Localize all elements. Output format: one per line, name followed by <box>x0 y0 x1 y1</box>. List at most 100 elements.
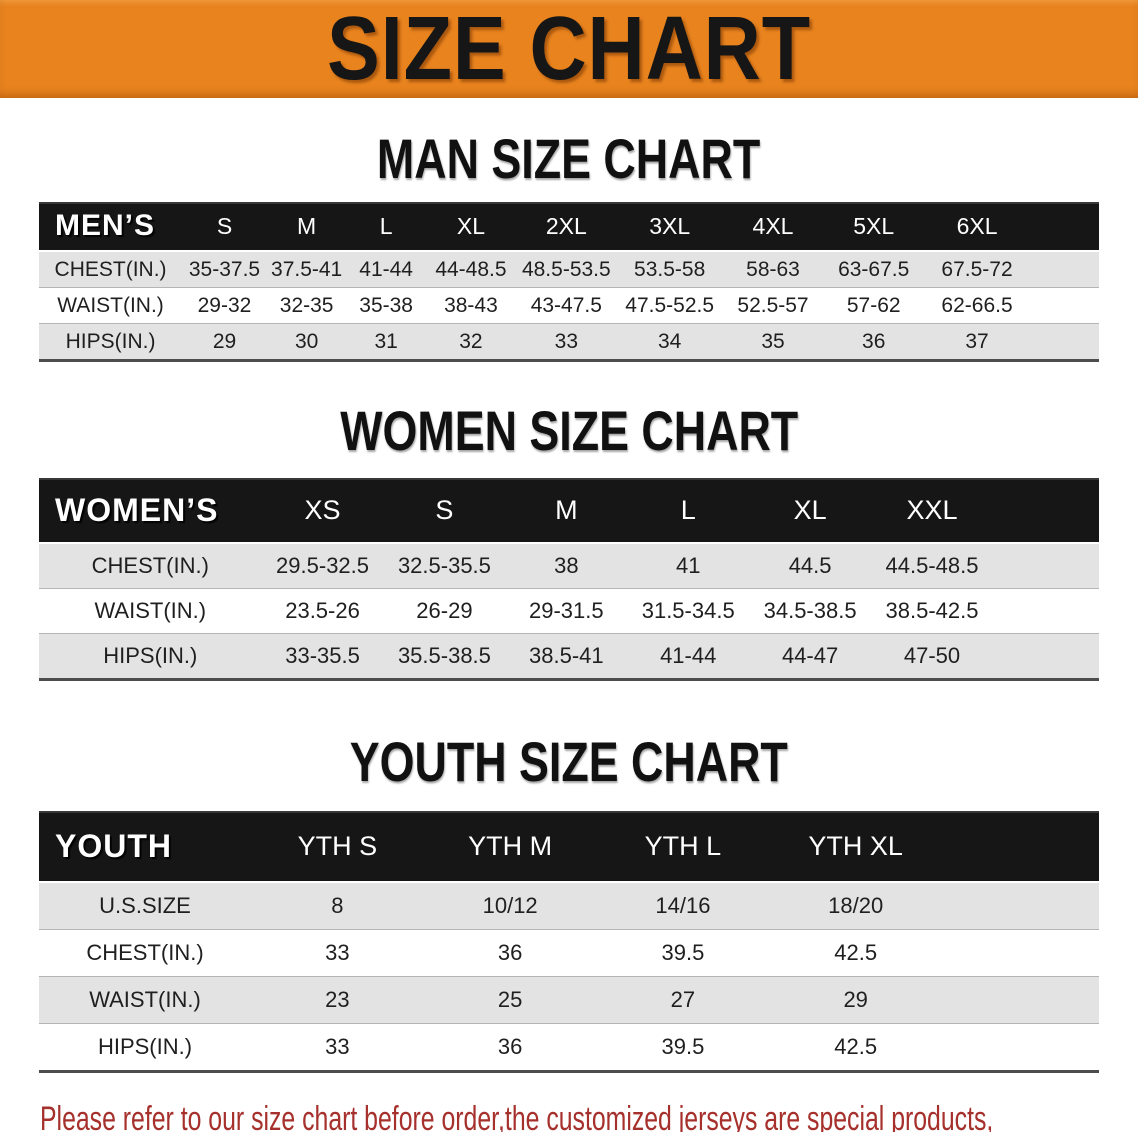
size-value-cell: 29-32 <box>182 287 267 324</box>
size-value-cell: 47.5-52.5 <box>616 287 723 324</box>
filler-cell <box>1030 251 1099 288</box>
size-value-cell: 41 <box>627 543 750 589</box>
youth-ussize-row: U.S.SIZE 8 10/12 14/16 18/20 <box>39 882 1099 930</box>
size-value-cell: 44.5 <box>749 543 872 589</box>
men-hips-row: HIPS(IN.) 29 30 31 32 33 34 35 36 37 <box>39 323 1099 361</box>
size-value-cell: 62-66.5 <box>924 287 1031 324</box>
women-section-title: WOMEN SIZE CHART <box>0 362 1138 462</box>
filler-cell <box>942 929 1099 977</box>
youth-section-title: YOUTH SIZE CHART <box>0 681 1138 793</box>
women-section-title-text: WOMEN SIZE CHART <box>340 399 798 462</box>
filler-cell <box>1030 323 1099 361</box>
youth-size-table: YOUTH YTH S YTH M YTH L YTH XL U.S.SIZE … <box>39 811 1099 1073</box>
size-value-cell: 63-67.5 <box>823 251 925 288</box>
row-label: HIPS(IN.) <box>39 633 262 680</box>
youth-header-row: YOUTH YTH S YTH M YTH L YTH XL <box>39 811 1099 883</box>
size-value-cell: 31.5-34.5 <box>627 588 750 634</box>
youth-chest-row: CHEST(IN.) 33 36 39.5 42.5 <box>39 929 1099 977</box>
row-label: U.S.SIZE <box>39 882 251 930</box>
banner-title: SIZE CHART <box>327 0 811 99</box>
size-value-cell: 33 <box>515 323 617 361</box>
women-hips-row: HIPS(IN.) 33-35.5 35.5-38.5 38.5-41 41-4… <box>39 633 1099 680</box>
size-value-cell: 30 <box>266 323 347 361</box>
size-value-cell: 41-44 <box>346 251 426 288</box>
youth-column-header: YTH XL <box>769 811 943 883</box>
size-value-cell: 67.5-72 <box>924 251 1031 288</box>
row-label: CHEST(IN.) <box>39 251 183 288</box>
youth-hips-row: HIPS(IN.) 33 36 39.5 42.5 <box>39 1023 1099 1072</box>
filler-cell <box>1030 202 1099 252</box>
size-value-cell: 36 <box>823 323 925 361</box>
filler-cell <box>942 811 1099 883</box>
size-value-cell: 32-35 <box>266 287 347 324</box>
size-value-cell: 27 <box>596 976 770 1024</box>
filler-cell <box>992 543 1099 589</box>
size-value-cell: 23.5-26 <box>261 588 384 634</box>
size-value-cell: 23 <box>251 976 424 1024</box>
men-column-header: 4XL <box>722 202 824 252</box>
filler-cell <box>942 882 1099 930</box>
size-value-cell: 29.5-32.5 <box>261 543 384 589</box>
youth-column-header: YTH M <box>423 811 597 883</box>
women-column-header: XL <box>749 478 872 544</box>
men-section-title-text: MAN SIZE CHART <box>377 127 761 190</box>
youth-section-title-text: YOUTH SIZE CHART <box>349 730 789 793</box>
women-waist-row: WAIST(IN.) 23.5-26 26-29 29-31.5 31.5-34… <box>39 588 1099 634</box>
size-value-cell: 44.5-48.5 <box>871 543 993 589</box>
women-size-table: WOMEN’S XS S M L XL XXL CHEST(IN.) 29.5-… <box>39 478 1099 681</box>
size-value-cell: 57-62 <box>823 287 925 324</box>
size-value-cell: 29 <box>769 976 943 1024</box>
women-header-label: WOMEN’S <box>39 478 262 544</box>
men-column-header: 6XL <box>924 202 1031 252</box>
men-header-label: MEN’S <box>39 202 183 252</box>
filler-cell <box>992 478 1099 544</box>
size-value-cell: 14/16 <box>596 882 770 930</box>
size-value-cell: 53.5-58 <box>616 251 723 288</box>
size-value-cell: 29-31.5 <box>505 588 628 634</box>
filler-cell <box>992 633 1099 680</box>
men-column-header: L <box>346 202 426 252</box>
size-value-cell: 35-38 <box>346 287 426 324</box>
size-value-cell: 29 <box>182 323 267 361</box>
filler-cell <box>1030 287 1099 324</box>
women-column-header: S <box>383 478 506 544</box>
row-label: HIPS(IN.) <box>39 1023 251 1072</box>
row-label: CHEST(IN.) <box>39 543 262 589</box>
size-value-cell: 31 <box>346 323 426 361</box>
size-value-cell: 37.5-41 <box>266 251 347 288</box>
men-header-row: MEN’S S M L XL 2XL 3XL 4XL 5XL 6XL <box>39 202 1099 252</box>
row-label: CHEST(IN.) <box>39 929 251 977</box>
size-value-cell: 41-44 <box>627 633 750 680</box>
women-column-header: XS <box>261 478 384 544</box>
men-column-header: 2XL <box>515 202 617 252</box>
size-value-cell: 44-47 <box>749 633 872 680</box>
filler-cell <box>942 976 1099 1024</box>
row-label: WAIST(IN.) <box>39 287 183 324</box>
size-value-cell: 47-50 <box>871 633 993 680</box>
size-value-cell: 37 <box>924 323 1031 361</box>
women-column-header: L <box>627 478 750 544</box>
row-label: WAIST(IN.) <box>39 976 251 1024</box>
row-label: WAIST(IN.) <box>39 588 262 634</box>
size-value-cell: 42.5 <box>769 929 943 977</box>
size-value-cell: 32.5-35.5 <box>383 543 506 589</box>
size-value-cell: 52.5-57 <box>722 287 824 324</box>
size-value-cell: 32 <box>425 323 516 361</box>
size-value-cell: 25 <box>423 976 597 1024</box>
men-waist-row: WAIST(IN.) 29-32 32-35 35-38 38-43 43-47… <box>39 287 1099 324</box>
size-value-cell: 39.5 <box>596 929 770 977</box>
size-value-cell: 34.5-38.5 <box>749 588 872 634</box>
footer-disclaimer: Please refer to our size chart before or… <box>40 1097 1138 1132</box>
size-chart-banner: SIZE CHART <box>0 0 1138 99</box>
size-value-cell: 36 <box>423 1023 597 1072</box>
size-value-cell: 26-29 <box>383 588 506 634</box>
men-section-title: MAN SIZE CHART <box>0 98 1138 190</box>
youth-column-header: YTH S <box>251 811 424 883</box>
men-column-header: 3XL <box>616 202 723 252</box>
size-value-cell: 33 <box>251 1023 424 1072</box>
size-value-cell: 39.5 <box>596 1023 770 1072</box>
size-value-cell: 34 <box>616 323 723 361</box>
size-value-cell: 33 <box>251 929 424 977</box>
size-value-cell: 10/12 <box>423 882 597 930</box>
filler-cell <box>992 588 1099 634</box>
